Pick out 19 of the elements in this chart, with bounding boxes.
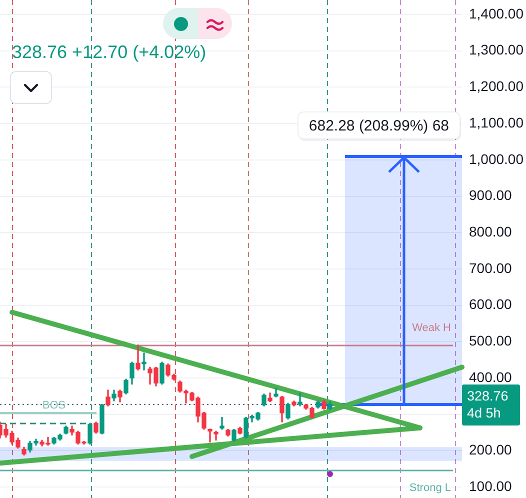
y-tick-label: 900.00 bbox=[469, 187, 512, 204]
y-tick-label: 1,100.00 bbox=[469, 114, 524, 130]
series-label: BOS bbox=[42, 399, 66, 412]
y-tick-label: 200.00 bbox=[469, 442, 512, 458]
ref-line-label: Weak H bbox=[412, 322, 452, 334]
y-tick-label: 700.00 bbox=[469, 260, 512, 276]
y-tick-label: 1,300.00 bbox=[469, 42, 524, 58]
text: 328.76 +12.70 (+4.02%) bbox=[12, 42, 206, 63]
ref-line-label: 328.76 4d 5h bbox=[467, 388, 508, 421]
y-tick-label: 1,200.00 bbox=[469, 78, 524, 94]
y-tick-label: 500.00 bbox=[469, 332, 512, 349]
band-label: 682.28 (208.99%) 68 bbox=[308, 118, 450, 135]
y-tick-label: 1,000.00 bbox=[469, 150, 524, 167]
y-tick-label: 600.00 bbox=[469, 296, 512, 312]
y-tick-label: 100.00 bbox=[469, 478, 512, 494]
ref-line-label: Strong L bbox=[409, 482, 451, 494]
y-tick-label: 1,400.00 bbox=[469, 5, 524, 22]
y-tick-label: 800.00 bbox=[469, 224, 512, 240]
y-tick-label: 400.00 bbox=[469, 368, 512, 385]
